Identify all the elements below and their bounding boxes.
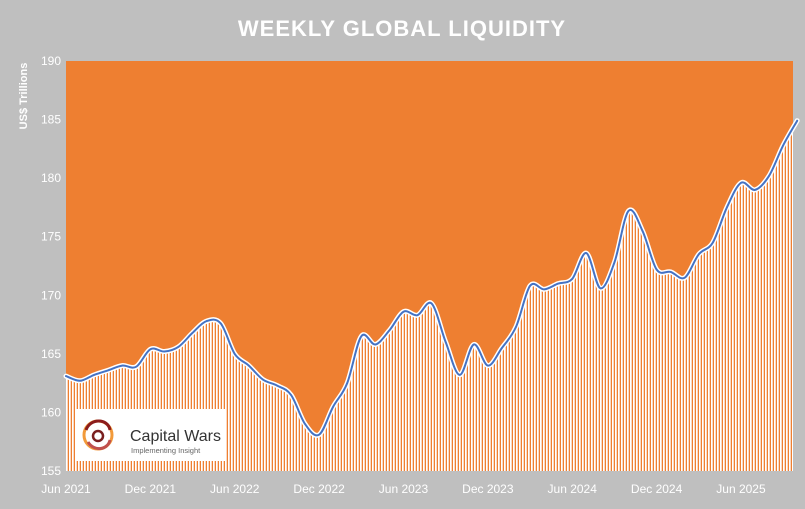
data-point [740, 182, 742, 184]
x-tick-label: Jun 2022 [210, 482, 260, 496]
data-point [599, 287, 602, 290]
data-point [233, 353, 236, 355]
data-point [177, 346, 180, 348]
y-axis-label: US$ Trillions [18, 63, 30, 130]
x-tick-label: Dec 2024 [631, 482, 683, 496]
data-point [93, 374, 95, 376]
data-points [65, 119, 798, 436]
x-tick-label: Jun 2024 [548, 482, 598, 496]
data-point [318, 433, 320, 436]
x-tick-label: Jun 2021 [41, 482, 91, 496]
data-point [669, 271, 672, 273]
x-tick-label: Jun 2025 [716, 482, 766, 496]
data-point [726, 206, 728, 209]
data-point [121, 364, 123, 367]
y-tick-label: 155 [41, 464, 61, 478]
data-point [473, 343, 475, 346]
logo-name: Capital Wars [130, 428, 221, 445]
capital-wars-logo: Capital Wars Implementing Insight [76, 409, 226, 461]
x-tick-label: Dec 2022 [293, 482, 345, 496]
x-tick-label: Dec 2023 [462, 482, 514, 496]
data-point [65, 375, 67, 377]
logo-tagline: Implementing Insight [131, 446, 201, 455]
data-point [543, 288, 545, 291]
y-tick-label: 180 [41, 171, 61, 185]
data-point [416, 314, 419, 317]
data-point [487, 364, 489, 367]
data-point [135, 365, 138, 368]
data-point [641, 230, 644, 232]
data-point [754, 189, 756, 191]
x-tick-label: Dec 2021 [125, 482, 177, 496]
x-axis-ticks: Jun 2021 Dec 2021 Jun 2022 Dec 2022 Jun 2023… [41, 482, 766, 496]
y-tick-label: 165 [41, 347, 61, 361]
data-point [402, 310, 405, 313]
data-point [458, 374, 461, 376]
data-point [501, 347, 503, 349]
data-point [782, 144, 784, 147]
data-point [374, 343, 377, 346]
y-axis-ticks: 155 160 165 170 175 180 185 190 [41, 54, 61, 478]
data-point [79, 380, 81, 382]
data-point [571, 278, 573, 280]
y-tick-label: 185 [41, 113, 61, 127]
data-point [613, 261, 616, 264]
data-point [768, 175, 770, 177]
data-point [444, 341, 447, 343]
data-point [683, 276, 686, 279]
data-point [712, 241, 714, 244]
data-point [627, 210, 630, 212]
data-point [698, 253, 700, 256]
data-point [304, 423, 306, 425]
data-point [332, 405, 335, 408]
x-tick-label: Jun 2023 [379, 482, 429, 496]
data-point [149, 348, 152, 351]
data-point [529, 285, 531, 287]
data-point [191, 332, 194, 334]
y-tick-label: 190 [41, 54, 61, 68]
y-tick-label: 170 [41, 288, 61, 302]
data-point [219, 322, 222, 325]
chart-title: WEEKLY GLOBAL LIQUIDITY [238, 16, 566, 41]
data-point [276, 384, 278, 387]
data-point [430, 302, 433, 305]
data-point [360, 335, 363, 338]
y-tick-label: 175 [41, 230, 61, 244]
data-point [163, 350, 166, 353]
swirl-logo-icon [82, 419, 114, 451]
logo-box [76, 409, 226, 461]
data-point [796, 119, 798, 122]
data-point [107, 369, 109, 372]
data-point [346, 382, 349, 384]
data-point [262, 378, 264, 381]
y-tick-label: 160 [41, 405, 61, 419]
data-point [515, 326, 517, 328]
data-point [585, 252, 588, 254]
data-point [205, 320, 208, 322]
data-point [290, 394, 292, 396]
data-point [388, 329, 391, 332]
data-point [557, 282, 559, 285]
data-point [248, 364, 250, 367]
data-point [655, 268, 658, 271]
